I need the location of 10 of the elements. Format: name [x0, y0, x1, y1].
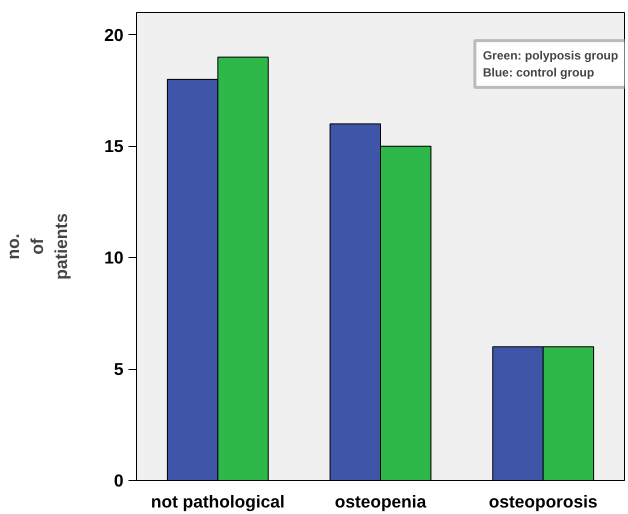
x-tick-label: osteoporosis: [488, 492, 598, 512]
annotation: Green: polyposis group Blue: control group: [482, 48, 618, 80]
y-axis-title: no. of patients: [3, 213, 72, 280]
x-tick-label: not pathological: [150, 492, 285, 512]
y-tick-label: 20: [104, 24, 124, 45]
y-tick-label: 5: [114, 359, 124, 380]
y-tick-label: 10: [104, 248, 124, 268]
x-tick-label: osteopenia: [334, 492, 427, 512]
y-tick-label: 0: [114, 470, 124, 490]
y-tick-label: 15: [104, 136, 124, 156]
